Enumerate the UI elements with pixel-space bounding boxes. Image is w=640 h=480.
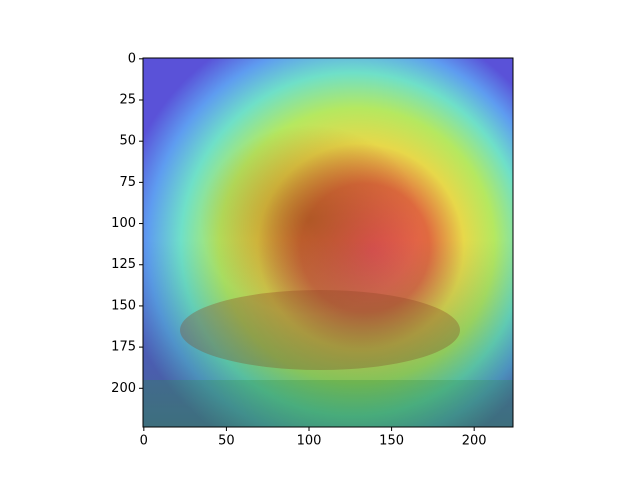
x-tick-label: 200 (462, 434, 487, 449)
y-tick-label: 0 (128, 51, 136, 66)
y-tick-label: 75 (119, 175, 136, 190)
x-tick-label: 0 (140, 434, 148, 449)
axes-frame (142, 57, 514, 428)
x-tick-label: 50 (218, 434, 235, 449)
heatmap-image (143, 58, 513, 427)
x-tick-label: 150 (379, 434, 404, 449)
y-tick-label: 100 (111, 216, 136, 231)
x-tick-label: 100 (297, 434, 322, 449)
y-tick-label: 200 (111, 381, 136, 396)
ticks: 0 50 100 150 200 0 25 50 75 100 125 150 175 200 (111, 51, 486, 448)
y-tick-label: 50 (119, 134, 136, 149)
y-tick-label: 25 (119, 93, 136, 108)
y-tick-label: 175 (111, 340, 136, 355)
y-tick-label: 150 (111, 298, 136, 313)
y-tick-label: 125 (111, 257, 136, 272)
